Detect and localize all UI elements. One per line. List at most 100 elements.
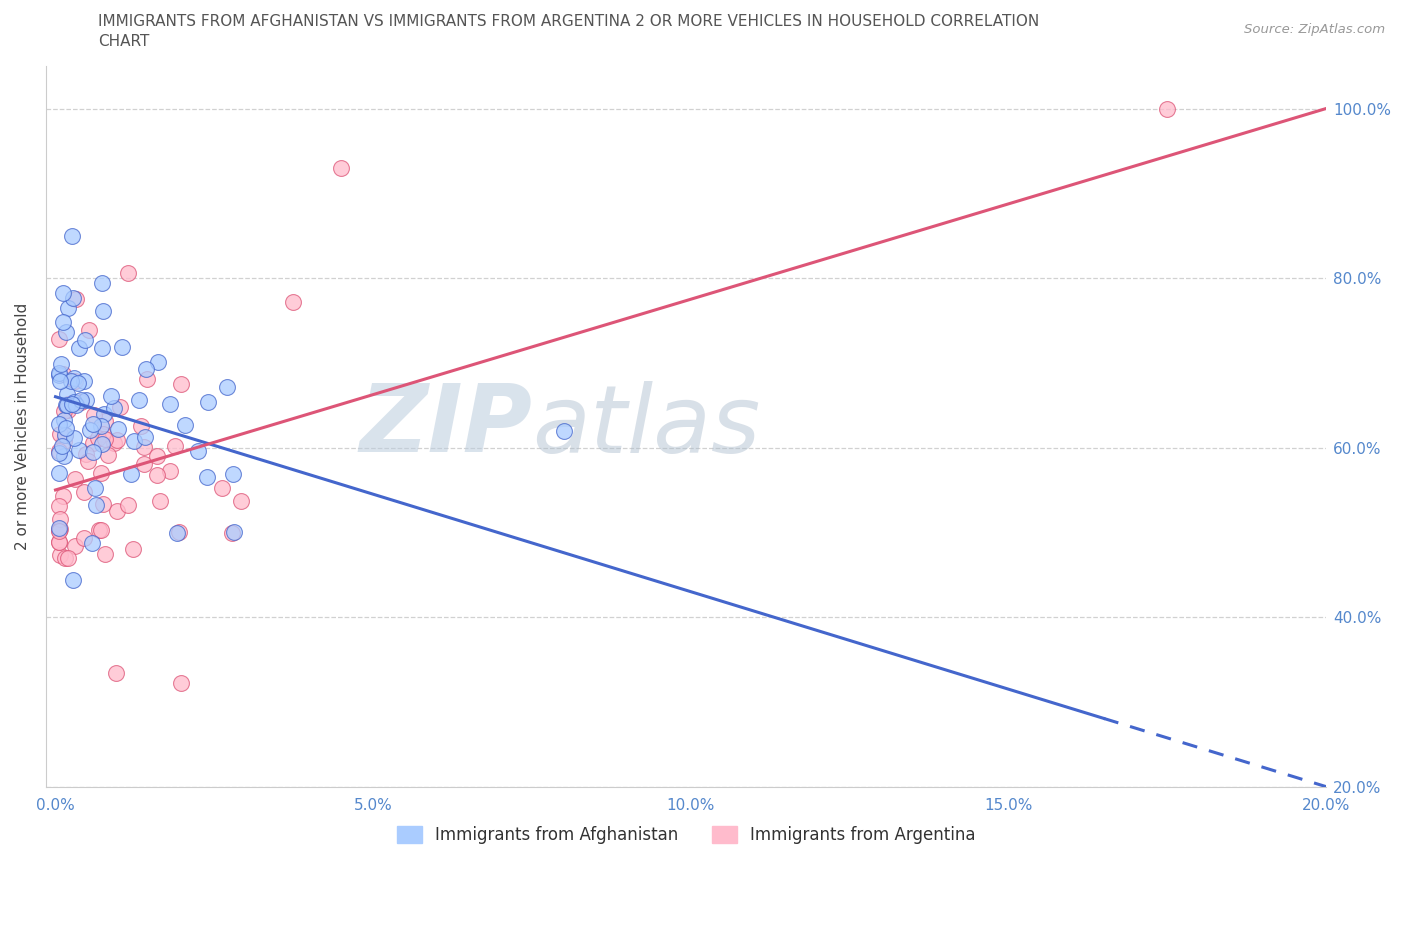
Immigrants from Afghanistan xyxy=(48,367,70,382)
Immigrants from Afghanistan xyxy=(48,465,70,480)
Immigrants from Argentina xyxy=(135,371,157,386)
Immigrants from Afghanistan xyxy=(79,422,101,437)
Immigrants from Argentina xyxy=(159,464,181,479)
Immigrants from Argentina xyxy=(105,504,128,519)
Immigrants from Afghanistan xyxy=(174,418,197,432)
Text: CHART: CHART xyxy=(98,34,150,49)
Immigrants from Afghanistan xyxy=(128,392,150,407)
Immigrants from Afghanistan xyxy=(63,370,86,385)
Immigrants from Argentina xyxy=(77,453,100,468)
Text: IMMIGRANTS FROM AFGHANISTAN VS IMMIGRANTS FROM ARGENTINA 2 OR MORE VEHICLES IN H: IMMIGRANTS FROM AFGHANISTAN VS IMMIGRANT… xyxy=(98,14,1039,29)
Immigrants from Argentina xyxy=(48,444,70,458)
Immigrants from Argentina xyxy=(73,530,96,545)
Immigrants from Afghanistan xyxy=(67,443,90,458)
Immigrants from Afghanistan xyxy=(90,340,112,355)
Text: ZIP: ZIP xyxy=(360,380,533,472)
Immigrants from Argentina xyxy=(56,551,79,565)
Immigrants from Afghanistan xyxy=(48,521,70,536)
Immigrants from Afghanistan xyxy=(69,392,91,407)
Immigrants from Afghanistan xyxy=(146,354,169,369)
Immigrants from Afghanistan xyxy=(91,304,114,319)
Legend: Immigrants from Afghanistan, Immigrants from Argentina: Immigrants from Afghanistan, Immigrants … xyxy=(389,818,981,850)
Immigrants from Afghanistan xyxy=(103,401,125,416)
Text: atlas: atlas xyxy=(533,381,761,472)
Immigrants from Afghanistan xyxy=(222,525,245,540)
Immigrants from Afghanistan xyxy=(197,394,219,409)
Immigrants from Afghanistan xyxy=(48,417,70,432)
Immigrants from Afghanistan xyxy=(59,374,82,389)
Immigrants from Afghanistan xyxy=(51,439,73,454)
Immigrants from Argentina xyxy=(83,407,105,422)
Immigrants from Afghanistan xyxy=(82,445,104,459)
Immigrants from Afghanistan xyxy=(49,373,72,388)
Immigrants from Afghanistan xyxy=(82,417,104,432)
Immigrants from Afghanistan xyxy=(215,379,238,394)
Immigrants from Argentina xyxy=(169,377,191,392)
Immigrants from Afghanistan xyxy=(53,428,76,443)
Immigrants from Argentina xyxy=(86,431,108,445)
Immigrants from Afghanistan xyxy=(107,421,129,436)
Immigrants from Argentina xyxy=(1156,101,1178,116)
Immigrants from Afghanistan xyxy=(56,387,79,402)
Immigrants from Afghanistan xyxy=(84,481,107,496)
Immigrants from Argentina xyxy=(117,266,139,281)
Immigrants from Argentina xyxy=(94,547,117,562)
Immigrants from Argentina xyxy=(146,448,169,463)
Immigrants from Argentina xyxy=(283,295,305,310)
Immigrants from Argentina xyxy=(65,373,87,388)
Immigrants from Argentina xyxy=(76,446,98,461)
Immigrants from Argentina xyxy=(49,512,72,526)
Immigrants from Afghanistan xyxy=(60,397,83,412)
Immigrants from Afghanistan xyxy=(553,423,575,438)
Immigrants from Argentina xyxy=(53,433,76,448)
Immigrants from Afghanistan xyxy=(63,431,86,445)
Immigrants from Argentina xyxy=(48,548,70,563)
Immigrants from Argentina xyxy=(48,535,70,550)
Y-axis label: 2 or more Vehicles in Household: 2 or more Vehicles in Household xyxy=(15,303,30,550)
Immigrants from Afghanistan xyxy=(62,572,84,587)
Immigrants from Argentina xyxy=(134,456,156,471)
Immigrants from Afghanistan xyxy=(56,301,79,316)
Immigrants from Argentina xyxy=(108,400,131,415)
Immigrants from Argentina xyxy=(229,493,252,508)
Immigrants from Argentina xyxy=(48,331,70,346)
Immigrants from Argentina xyxy=(145,468,167,483)
Immigrants from Argentina xyxy=(48,521,70,536)
Immigrants from Argentina xyxy=(89,465,111,480)
Immigrants from Argentina xyxy=(103,436,125,451)
Immigrants from Argentina xyxy=(93,414,115,429)
Immigrants from Argentina xyxy=(93,497,115,512)
Immigrants from Argentina xyxy=(117,498,139,512)
Immigrants from Afghanistan xyxy=(55,325,77,339)
Immigrants from Afghanistan xyxy=(84,498,107,512)
Immigrants from Argentina xyxy=(330,160,353,175)
Immigrants from Afghanistan xyxy=(75,392,97,407)
Immigrants from Argentina xyxy=(132,439,155,454)
Immigrants from Argentina xyxy=(63,472,86,486)
Immigrants from Argentina xyxy=(96,447,118,462)
Immigrants from Argentina xyxy=(105,432,128,447)
Immigrants from Afghanistan xyxy=(48,366,70,381)
Immigrants from Afghanistan xyxy=(65,397,87,412)
Immigrants from Argentina xyxy=(52,367,75,382)
Immigrants from Argentina xyxy=(73,485,96,499)
Immigrants from Afghanistan xyxy=(93,406,115,421)
Text: Source: ZipAtlas.com: Source: ZipAtlas.com xyxy=(1244,23,1385,36)
Immigrants from Argentina xyxy=(167,525,190,539)
Immigrants from Afghanistan xyxy=(187,444,209,458)
Immigrants from Afghanistan xyxy=(222,467,245,482)
Immigrants from Afghanistan xyxy=(90,418,112,433)
Immigrants from Argentina xyxy=(52,488,75,503)
Immigrants from Argentina xyxy=(211,481,233,496)
Immigrants from Afghanistan xyxy=(55,398,77,413)
Immigrants from Argentina xyxy=(56,403,79,418)
Immigrants from Afghanistan xyxy=(60,228,83,243)
Immigrants from Argentina xyxy=(69,394,91,409)
Immigrants from Afghanistan xyxy=(67,340,90,355)
Immigrants from Argentina xyxy=(165,438,187,453)
Immigrants from Afghanistan xyxy=(62,290,84,305)
Immigrants from Afghanistan xyxy=(82,536,104,551)
Immigrants from Afghanistan xyxy=(134,430,156,445)
Immigrants from Afghanistan xyxy=(49,356,72,371)
Immigrants from Afghanistan xyxy=(91,436,114,451)
